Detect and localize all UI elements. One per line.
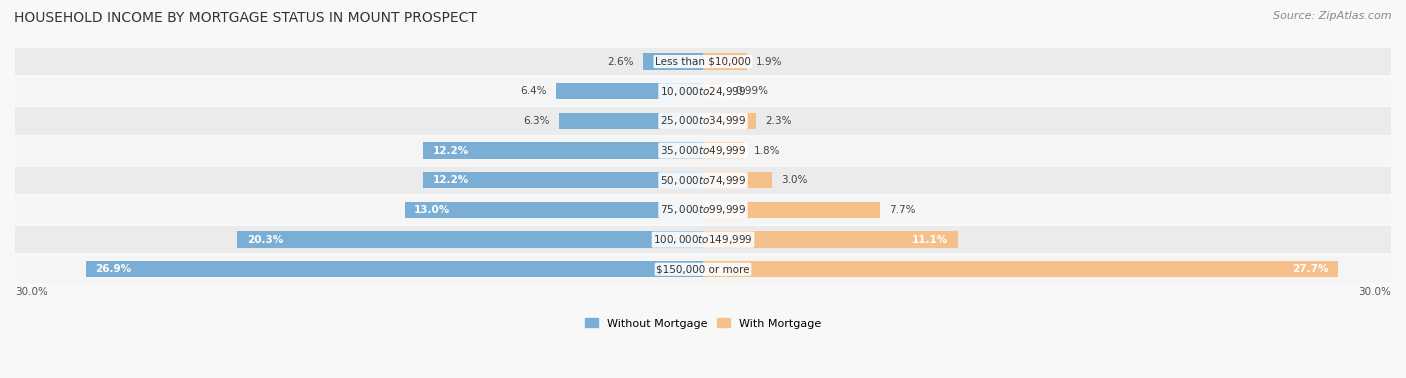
Text: 13.0%: 13.0%	[413, 205, 450, 215]
Bar	[15, 137, 1391, 164]
Bar	[15, 167, 1391, 194]
Text: $75,000 to $99,999: $75,000 to $99,999	[659, 203, 747, 217]
Text: 12.2%: 12.2%	[433, 146, 468, 156]
Text: 7.7%: 7.7%	[889, 205, 915, 215]
Bar	[15, 77, 1391, 105]
Text: 3.0%: 3.0%	[780, 175, 807, 185]
Bar	[644, 53, 703, 70]
Text: $25,000 to $34,999: $25,000 to $34,999	[659, 115, 747, 127]
Text: 30.0%: 30.0%	[1358, 287, 1391, 296]
Text: $35,000 to $49,999: $35,000 to $49,999	[659, 144, 747, 157]
Text: 26.9%: 26.9%	[96, 264, 131, 274]
Text: 2.3%: 2.3%	[765, 116, 792, 126]
Bar	[423, 172, 703, 188]
Text: 6.3%: 6.3%	[523, 116, 550, 126]
Legend: Without Mortgage, With Mortgage: Without Mortgage, With Mortgage	[581, 314, 825, 333]
Text: HOUSEHOLD INCOME BY MORTGAGE STATUS IN MOUNT PROSPECT: HOUSEHOLD INCOME BY MORTGAGE STATUS IN M…	[14, 11, 477, 25]
Bar	[703, 261, 1339, 277]
Bar	[703, 53, 747, 70]
Bar	[703, 231, 957, 248]
Bar	[423, 143, 703, 159]
Bar	[15, 226, 1391, 253]
Bar	[405, 202, 703, 218]
Text: 20.3%: 20.3%	[246, 235, 283, 245]
Text: $50,000 to $74,999: $50,000 to $74,999	[659, 174, 747, 187]
Bar	[557, 83, 703, 99]
Text: 12.2%: 12.2%	[433, 175, 468, 185]
Bar	[238, 231, 703, 248]
Bar	[703, 83, 725, 99]
Bar	[703, 172, 772, 188]
Text: 0.99%: 0.99%	[735, 86, 768, 96]
Bar	[703, 113, 756, 129]
Text: 6.4%: 6.4%	[520, 86, 547, 96]
Text: $100,000 to $149,999: $100,000 to $149,999	[654, 233, 752, 246]
Bar	[703, 143, 744, 159]
Text: $150,000 or more: $150,000 or more	[657, 264, 749, 274]
Text: 1.9%: 1.9%	[756, 57, 782, 67]
Bar	[15, 48, 1391, 75]
Text: 30.0%: 30.0%	[15, 287, 48, 296]
Bar	[558, 113, 703, 129]
Bar	[703, 202, 880, 218]
Text: Source: ZipAtlas.com: Source: ZipAtlas.com	[1274, 11, 1392, 21]
Bar	[15, 256, 1391, 283]
Text: 1.8%: 1.8%	[754, 146, 780, 156]
Bar	[15, 196, 1391, 224]
Bar	[15, 107, 1391, 135]
Text: Less than $10,000: Less than $10,000	[655, 57, 751, 67]
Text: 2.6%: 2.6%	[607, 57, 634, 67]
Text: 27.7%: 27.7%	[1292, 264, 1329, 274]
Bar	[86, 261, 703, 277]
Text: 11.1%: 11.1%	[912, 235, 949, 245]
Text: $10,000 to $24,999: $10,000 to $24,999	[659, 85, 747, 98]
